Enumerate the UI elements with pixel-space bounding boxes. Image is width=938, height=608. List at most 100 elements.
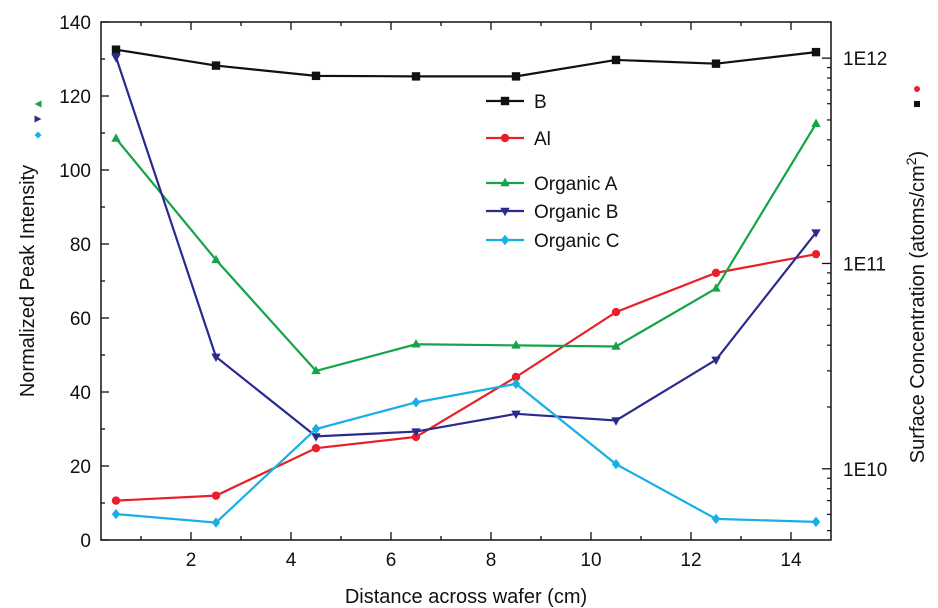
axis-series-key <box>34 86 920 139</box>
legend-entry: Organic C <box>486 231 620 252</box>
y-right-tick-label: 1E11 <box>843 254 886 275</box>
y-axis-right-title-tail: ) <box>907 151 929 158</box>
series-al <box>111 249 821 505</box>
data-point <box>811 516 821 528</box>
legend-entry: Organic B <box>486 202 618 223</box>
data-point <box>211 254 221 264</box>
legend-label: Organic B <box>534 202 618 223</box>
data-point <box>811 118 821 127</box>
y-left-tick-label: 140 <box>59 13 91 34</box>
data-point <box>311 433 321 442</box>
y-axis-left: 0 20 40 60 80 100 120 140 <box>59 13 109 552</box>
data-point <box>211 61 221 70</box>
legend-label: Al <box>534 129 551 150</box>
data-point <box>311 365 321 375</box>
legend-label: Organic C <box>534 231 620 252</box>
y-axis-right-title-main: Surface Concentration (atoms/cm <box>907 165 929 463</box>
data-point <box>711 356 721 366</box>
y-left-tick-label: 40 <box>70 383 91 404</box>
data-point <box>111 496 121 505</box>
series-line <box>114 56 817 438</box>
data-point <box>611 55 621 65</box>
legend-marker <box>500 207 510 217</box>
x-tick-label: 8 <box>486 550 497 571</box>
legend-entry: B <box>486 92 547 113</box>
data-point <box>211 517 221 528</box>
data-point <box>511 410 521 420</box>
data-point <box>411 428 421 437</box>
data-point <box>811 47 821 57</box>
y-axis-right-title-sup: 2 <box>903 157 919 165</box>
y-right-tick-label: 1E12 <box>843 49 887 70</box>
x-tick-label: 10 <box>580 550 601 571</box>
data-point <box>611 458 621 470</box>
data-point <box>111 508 121 520</box>
legend-label: Organic A <box>534 174 618 195</box>
legend-entry: Al <box>486 129 551 150</box>
axis-key-marker <box>914 101 920 107</box>
series-organic-b <box>111 53 821 442</box>
y-left-tick-label: 60 <box>70 309 91 330</box>
axis-key-marker <box>34 115 42 123</box>
legend-marker <box>500 96 510 106</box>
data-point <box>411 339 421 348</box>
data-point <box>811 249 821 259</box>
series-line <box>115 48 817 78</box>
data-point <box>211 353 221 363</box>
series-organic-c <box>111 378 821 528</box>
data-point <box>611 417 621 426</box>
y-left-tick-label: 120 <box>59 87 91 108</box>
y-left-tick-label: 0 <box>80 531 91 552</box>
data-point <box>311 71 321 81</box>
data-point <box>111 45 121 54</box>
legend-entry: Organic A <box>486 174 618 195</box>
y-left-tick-label: 20 <box>70 457 91 478</box>
axis-key-marker <box>914 86 920 92</box>
data-point <box>511 378 521 390</box>
legend-marker <box>500 177 510 187</box>
x-tick-label: 4 <box>286 550 297 571</box>
data-point <box>311 443 321 453</box>
y-left-tick-label: 80 <box>70 235 91 256</box>
x-axis: 2 4 6 8 10 12 14 <box>140 22 802 571</box>
series-line <box>115 253 817 502</box>
data-point <box>711 268 721 278</box>
x-axis-title: Distance across wafer (cm) <box>345 586 587 608</box>
data-point <box>411 432 421 442</box>
axis-key-marker <box>34 131 42 139</box>
y-left-tick-label: 100 <box>59 161 91 182</box>
legend-label: B <box>534 92 547 113</box>
series-layer <box>111 45 821 528</box>
data-point <box>611 341 621 350</box>
data-point <box>711 283 721 292</box>
x-tick-label: 12 <box>680 550 701 571</box>
legend: B Al Organic A Organic B Organic C <box>486 92 620 252</box>
y-axis-right: 1E10 1E11 1E12 <box>822 49 887 532</box>
data-point <box>411 72 421 81</box>
y-right-tick-label: 1E10 <box>843 460 887 481</box>
series-line <box>115 382 817 524</box>
data-point <box>811 229 821 238</box>
data-point <box>111 133 121 142</box>
y-axis-left-title: Normalized Peak Intensity <box>17 165 39 397</box>
data-point <box>511 372 521 382</box>
legend-marker <box>500 133 510 143</box>
data-point <box>711 59 721 68</box>
data-point <box>511 72 521 81</box>
series-organic-a <box>111 118 821 375</box>
y-axis-right-title: Surface Concentration (atoms/cm2) <box>903 151 929 463</box>
data-point <box>411 397 421 408</box>
axis-key-marker <box>34 100 42 108</box>
legend-marker <box>500 234 510 246</box>
x-tick-label: 6 <box>386 550 397 571</box>
data-point <box>211 491 221 500</box>
data-point <box>711 513 721 525</box>
data-point <box>611 307 621 317</box>
data-point <box>111 53 121 63</box>
x-tick-label: 14 <box>780 550 802 571</box>
series-b <box>111 45 821 81</box>
x-tick-label: 2 <box>186 550 197 571</box>
data-point <box>311 423 321 435</box>
data-point <box>511 340 521 349</box>
